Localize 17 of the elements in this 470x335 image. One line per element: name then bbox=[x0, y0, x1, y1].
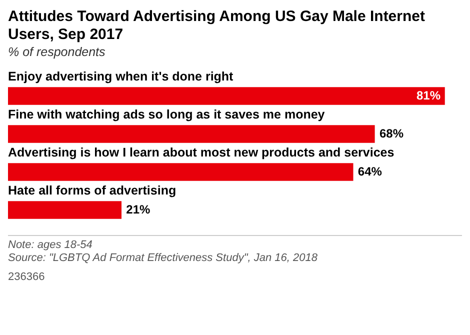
bar bbox=[8, 125, 375, 143]
bar bbox=[8, 201, 122, 219]
y-tick-label: Fine with watching ads so long as it saves me money bbox=[8, 108, 325, 122]
bar bbox=[8, 87, 445, 105]
data-label: 81% bbox=[416, 88, 441, 102]
data-label: 21% bbox=[126, 202, 151, 216]
bar bbox=[8, 163, 354, 181]
y-tick-label: Advertising is how I learn about most new products and services bbox=[8, 146, 394, 160]
y-tick-label: Hate all forms of advertising bbox=[8, 184, 176, 198]
data-label: 68% bbox=[379, 126, 404, 140]
chart-subtitle: % of respondents bbox=[8, 45, 106, 59]
source-note: Source: "LGBTQ Ad Format Effectiveness Study", Jan 16, 2018 bbox=[8, 252, 318, 265]
data-label: 64% bbox=[358, 164, 382, 178]
text: 236366 bbox=[8, 271, 46, 284]
text: Note: ages 18-54 bbox=[8, 239, 94, 252]
y-tick-label: Enjoy advertising when it's done right bbox=[8, 70, 234, 84]
chart-title: Attitudes Toward Advertising Among US Gay Male Internet Users, Sep 2017 bbox=[8, 8, 426, 44]
